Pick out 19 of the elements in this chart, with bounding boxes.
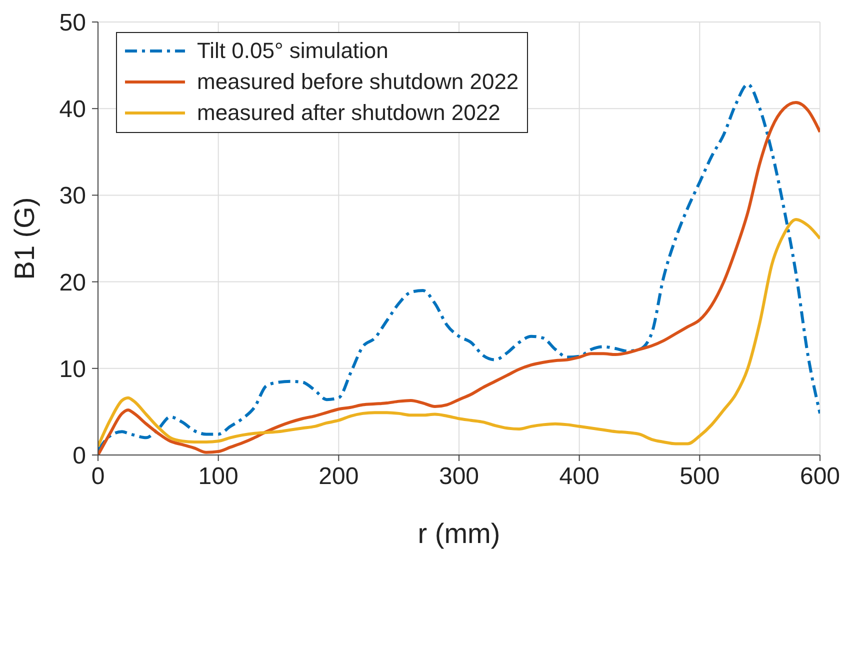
x-tick-label: 400 (559, 463, 600, 490)
y-tick-label: 20 (59, 269, 86, 296)
x-tick-label: 0 (91, 463, 105, 490)
legend-label: measured before shutdown 2022 (197, 68, 519, 94)
y-tick-label: 30 (59, 182, 86, 210)
x-tick-label: 600 (800, 463, 840, 490)
legend-label: Tilt 0.05° simulation (197, 38, 388, 64)
y-tick-label: 10 (59, 356, 86, 383)
x-tick-label: 500 (680, 463, 720, 490)
legend-label: measured after shutdown 2022 (197, 100, 500, 126)
y-axis-title: B1 (G) (8, 197, 40, 280)
x-axis-title: r (mm) (418, 518, 500, 549)
x-tick-label: 200 (318, 463, 359, 490)
x-tick-label: 300 (438, 463, 480, 490)
x-tick-label: 100 (198, 463, 238, 490)
y-tick-label: 40 (59, 96, 86, 124)
y-tick-label: 0 (72, 442, 86, 470)
y-tick-label: 50 (59, 10, 86, 37)
line-series (98, 218, 820, 448)
